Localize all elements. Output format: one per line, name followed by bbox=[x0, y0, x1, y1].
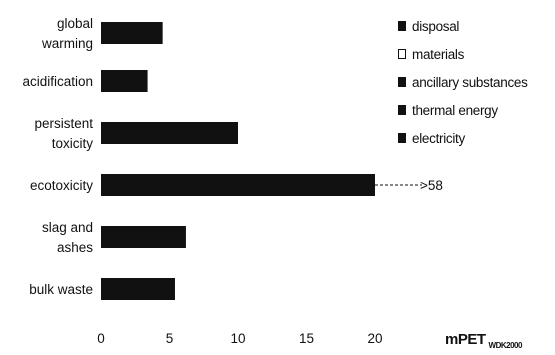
category-label: global warming bbox=[41, 16, 93, 51]
legend-label: disposal bbox=[412, 18, 460, 34]
legend-item-materials: materials bbox=[398, 40, 528, 68]
legend: disposal materials ancillary substances … bbox=[398, 12, 528, 152]
legend-label: electricity bbox=[412, 130, 465, 146]
legend-label: ancillary substances bbox=[412, 74, 528, 90]
bar-global-warming bbox=[101, 22, 163, 44]
bar-ecotoxicity bbox=[101, 174, 375, 196]
x-tick-label: 15 bbox=[299, 331, 314, 346]
bar-slag-and-ashes bbox=[101, 226, 186, 248]
legend-item-ancillary-substances: ancillary substances bbox=[398, 68, 528, 96]
x-axis-unit-subscript: WDK2000 bbox=[488, 341, 523, 350]
legend-label: materials bbox=[412, 46, 465, 62]
category-label: acidification bbox=[22, 74, 93, 89]
category-label: slag and ashes bbox=[42, 220, 93, 255]
x-tick-label: 10 bbox=[230, 331, 245, 346]
legend-item-thermal-energy: thermal energy bbox=[398, 96, 528, 124]
x-tick-label: 5 bbox=[166, 331, 174, 346]
legend-item-electricity: electricity bbox=[398, 124, 528, 152]
category-label: bulk waste bbox=[29, 282, 93, 297]
overflow-value-label: >58 bbox=[420, 178, 443, 193]
overflow-annotation: >58 bbox=[375, 178, 443, 193]
category-label: persistent toxicity bbox=[34, 116, 93, 151]
category-label: ecotoxicity bbox=[30, 178, 93, 193]
x-tick-label: 20 bbox=[367, 331, 382, 346]
legend-item-disposal: disposal bbox=[398, 12, 528, 40]
legend-swatch bbox=[398, 77, 406, 87]
legend-label: thermal energy bbox=[412, 102, 498, 118]
x-tick-labels: 0 5 10 15 20 bbox=[97, 331, 382, 346]
bar-persistent-toxicity bbox=[101, 122, 238, 144]
x-tick-label: 0 bbox=[97, 331, 105, 346]
x-axis-unit-main: mPET bbox=[445, 331, 486, 348]
bars-group bbox=[101, 22, 375, 300]
bar-bulk-waste bbox=[101, 278, 175, 300]
x-axis-unit-label: mPET WDK2000 bbox=[445, 331, 522, 350]
bar-acidification bbox=[101, 70, 148, 92]
legend-swatch bbox=[398, 21, 406, 31]
category-labels: global warming acidification persistent toxi… bbox=[22, 16, 93, 297]
legend-swatch bbox=[398, 49, 406, 59]
legend-swatch bbox=[398, 105, 406, 115]
legend-swatch bbox=[398, 133, 406, 143]
